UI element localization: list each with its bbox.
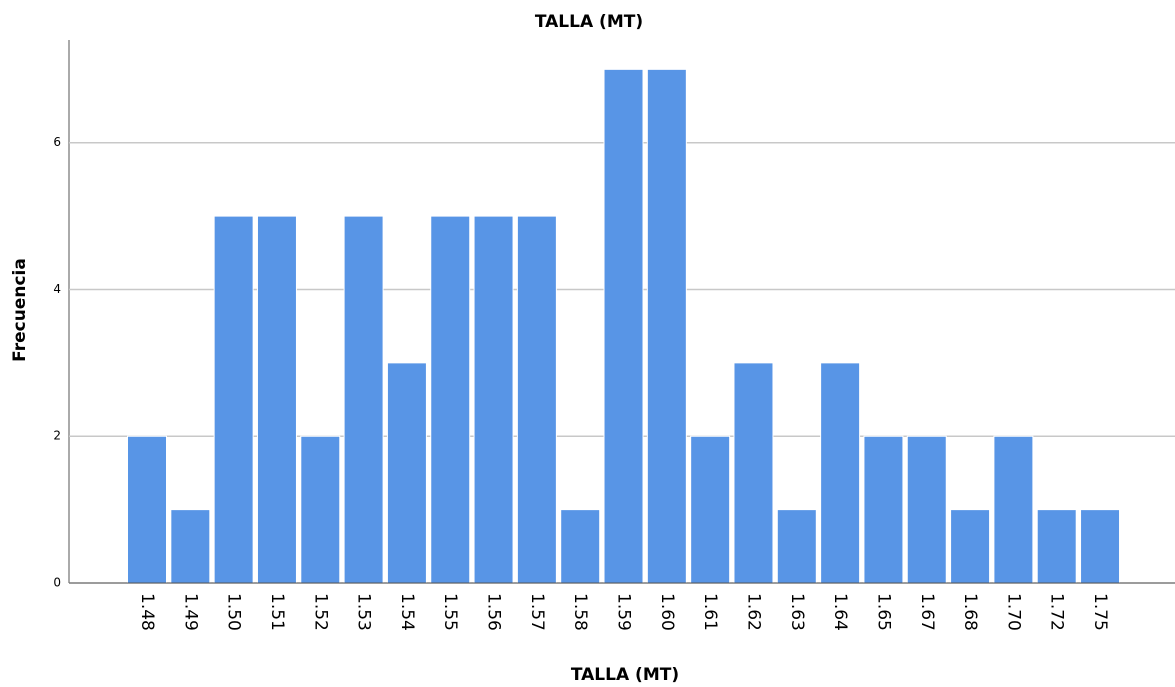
bar <box>430 215 471 584</box>
bar <box>343 215 384 584</box>
x-tick-label: 1.75 <box>1090 593 1110 631</box>
bar <box>776 509 817 584</box>
bar <box>863 435 904 584</box>
y-tick-label: 4 <box>53 282 61 296</box>
bar <box>603 68 644 584</box>
x-tick-label: 1.61 <box>700 593 720 631</box>
x-tick-label: 1.55 <box>440 593 460 631</box>
x-tick-label: 1.72 <box>1047 593 1067 631</box>
y-tick-label: 0 <box>53 576 61 590</box>
x-tick-label: 1.56 <box>484 593 504 631</box>
x-tick-label: 1.63 <box>787 593 807 631</box>
bar <box>213 215 254 584</box>
chart-title: TALLA (MT) <box>535 12 643 32</box>
bar <box>473 215 514 584</box>
bar <box>1080 509 1121 584</box>
bar <box>1036 509 1077 584</box>
x-tick-label: 1.60 <box>657 593 677 631</box>
x-tick-label: 1.65 <box>873 593 893 631</box>
bar <box>170 509 211 584</box>
x-tick-label: 1.70 <box>1003 593 1023 631</box>
x-tick-label: 1.59 <box>614 593 634 631</box>
x-tick-label: 1.68 <box>960 593 980 631</box>
x-tick-label: 1.62 <box>743 593 763 631</box>
bar <box>820 362 861 584</box>
x-tick-label: 1.52 <box>310 593 330 631</box>
x-tick-label: 1.58 <box>570 593 590 631</box>
x-tick-label: 1.50 <box>224 593 244 631</box>
bar <box>300 435 341 584</box>
x-tick-label: 1.54 <box>397 593 417 631</box>
bar <box>516 215 557 584</box>
x-tick-label: 1.64 <box>830 593 850 631</box>
bar <box>127 435 167 584</box>
y-axis-label: Frecuencia <box>10 258 30 362</box>
x-axis-label: TALLA (MT) <box>571 665 679 685</box>
bar <box>906 435 947 584</box>
bar <box>690 435 731 584</box>
bar <box>646 68 687 584</box>
bar <box>993 435 1034 584</box>
bar <box>733 362 774 584</box>
bar <box>950 509 991 584</box>
x-tick-label: 1.48 <box>137 593 157 631</box>
x-tick-label: 1.53 <box>354 593 374 631</box>
y-tick-label: 2 <box>53 429 61 443</box>
bar <box>386 362 427 584</box>
bar <box>256 215 297 584</box>
x-tick-label: 1.57 <box>527 593 547 631</box>
x-tick-label: 1.67 <box>917 593 937 631</box>
x-tick-label: 1.51 <box>267 593 287 631</box>
bar <box>560 509 601 584</box>
x-tick-label: 1.49 <box>180 593 200 631</box>
y-tick-label: 6 <box>53 135 61 149</box>
